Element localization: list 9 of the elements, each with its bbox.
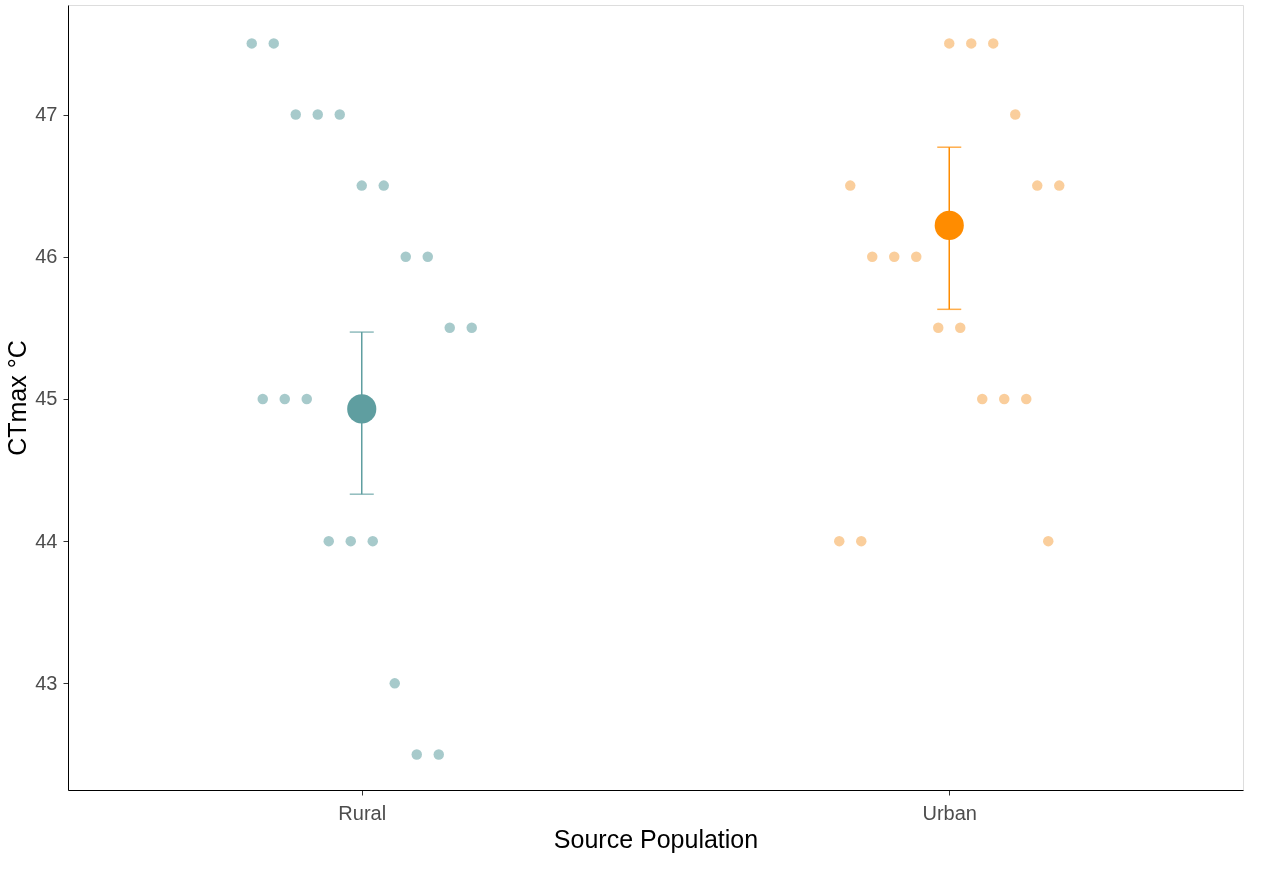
y-axis-title: CTmax °C <box>3 340 32 456</box>
x-tick-label: Urban <box>922 801 977 824</box>
y-tick-label: 47 <box>35 103 58 125</box>
y-tick-label: 45 <box>35 387 58 410</box>
x-tick-label: Rural <box>338 801 387 824</box>
y-tick-label: 46 <box>35 245 58 268</box>
y-tick-label: 44 <box>35 529 58 552</box>
x-axis-title: Source Population <box>553 824 759 853</box>
y-tick-label: 43 <box>35 671 58 694</box>
